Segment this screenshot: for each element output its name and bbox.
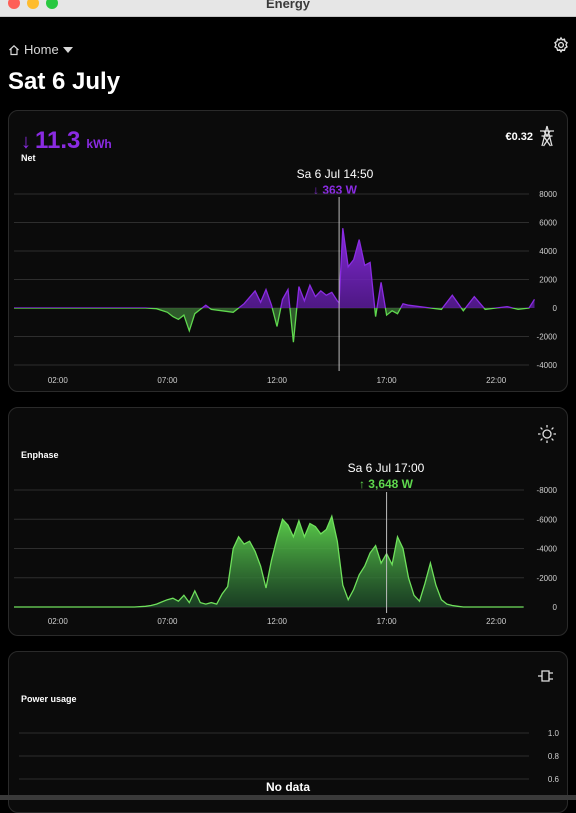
y-tick-label: 4000 [539,247,557,256]
sun-icon [538,425,556,443]
solar-label: Enphase [21,450,59,460]
y-tick-label: -4000 [537,361,558,370]
window-titlebar: Energy [0,0,576,17]
net-number: 11.3 [35,127,81,154]
usage-chart: 1.0 0.8 0.6 [19,729,560,784]
power-usage-card[interactable]: Power usage 1.0 0.8 0.6 No data [8,651,568,813]
y-tick-label: 1.0 [548,729,560,738]
net-value: ↓ 11.3 kWh [21,127,112,155]
dashboard-selector[interactable]: Home [8,42,73,57]
net-unit: kWh [86,137,112,151]
transmission-tower-icon [540,125,554,147]
net-line-import [14,228,536,308]
x-tick-label: 17:00 [377,617,398,626]
net-area-import [14,228,535,308]
close-window-button[interactable] [8,0,20,9]
chevron-down-icon [62,46,73,53]
minimize-window-button[interactable] [27,0,39,9]
y-tick-label: 2000 [539,276,557,285]
net-tooltip-date: Sa 6 Jul 14:50 [296,167,374,181]
x-tick-label: 02:00 [48,376,69,385]
usage-label: Power usage [21,694,77,704]
window-title: Energy [265,0,311,11]
solar-chart[interactable]: -8000 -6000 -4000 -2000 0 02:00 07:00 12:00 17:0… [9,408,567,635]
breadcrumb: Home [24,42,59,57]
x-tick-label: 02:00 [48,617,69,626]
x-tick-label: 22:00 [486,617,507,626]
arrow-down-icon: ↓ [21,131,31,153]
zoom-window-button[interactable] [46,0,58,9]
y-tick-label: -4000 [537,545,558,554]
home-icon [9,44,19,55]
y-tick-label: -6000 [537,515,558,524]
page-title: Sat 6 July [8,68,121,95]
y-tick-label: 0 [553,304,558,313]
bottom-strip [0,795,576,800]
gear-icon[interactable] [552,36,570,54]
net-area-export [14,308,535,343]
x-tick-label: 22:00 [486,376,507,385]
y-tick-label: -2000 [537,333,558,342]
solar-area [14,516,524,607]
net-cost: €0.32 [505,131,533,143]
net-label: Net [21,153,36,163]
y-tick-label: 0 [553,603,558,612]
solar-tooltip-date: Sa 6 Jul 17:00 [347,461,425,475]
y-tick-label: -2000 [537,574,558,583]
y-tick-label: 0.8 [548,752,560,761]
y-tick-label: 0.6 [548,775,560,784]
solar-tooltip: Sa 6 Jul 17:00 ↑ 3,648 W [348,461,425,491]
x-tick-label: 07:00 [157,376,178,385]
solar-card[interactable]: Enphase Sa 6 Jul 17:00 ↑ 3,648 W -8000 -6… [8,407,568,636]
y-tick-label: 6000 [539,219,557,228]
net-energy-card[interactable]: ↓ 11.3 kWh Net €0.32 Sa 6 Jul 14:50 ↓ 36… [8,110,568,392]
net-chart[interactable]: 8000 6000 4000 2000 0 -2000 -4000 02:00 07:00 12:… [9,111,567,391]
solar-tooltip-value: ↑ 3,648 W [358,477,414,491]
y-tick-label: -8000 [537,486,558,495]
x-tick-label: 12:00 [267,617,288,626]
net-line-export [14,308,530,343]
no-data-message: No data [265,780,310,794]
x-tick-label: 17:00 [377,376,398,385]
x-tick-label: 07:00 [157,617,178,626]
x-tick-label: 12:00 [267,376,288,385]
plug-icon [538,670,553,682]
solar-line [14,514,524,608]
y-tick-label: 8000 [539,190,557,199]
